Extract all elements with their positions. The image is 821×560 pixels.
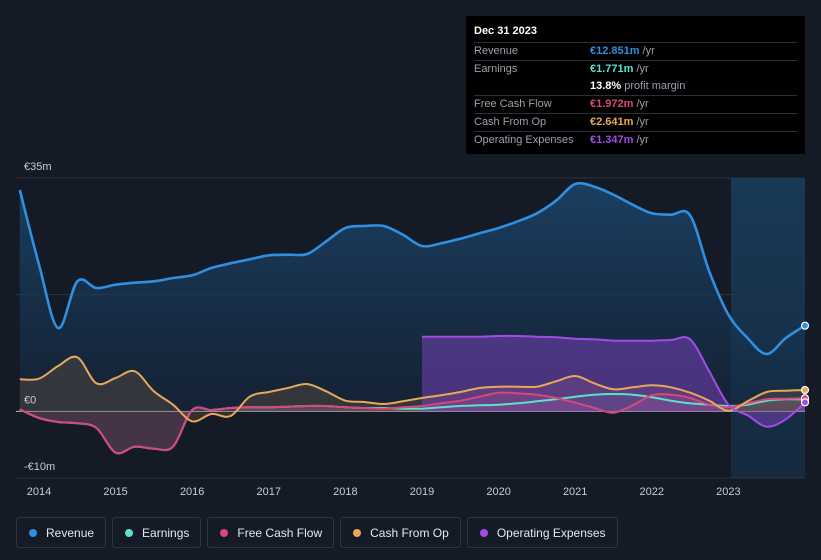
- tooltip-unit: /yr: [636, 134, 649, 146]
- legend-item-earnings[interactable]: Earnings: [112, 517, 202, 548]
- tooltip-unit: /yr: [636, 98, 649, 110]
- series-areas: [19, 183, 806, 454]
- x-tick-label: 2015: [103, 486, 127, 498]
- tooltip-label: [474, 78, 590, 95]
- tooltip-row-operating-expenses: Operating Expenses €1.347m /yr: [474, 131, 797, 149]
- tooltip-row-free-cash-flow: Free Cash Flow €1.972m /yr: [474, 95, 797, 113]
- x-tick-label: 2017: [257, 486, 281, 498]
- tooltip-row-revenue: Revenue €12.851m /yr: [474, 42, 797, 60]
- x-tick-label: 2014: [27, 486, 51, 498]
- tooltip-unit: /yr: [636, 116, 649, 128]
- legend-item-free-cash-flow[interactable]: Free Cash Flow: [207, 517, 335, 548]
- legend: Revenue Earnings Free Cash Flow Cash Fro…: [16, 517, 624, 548]
- tooltip-unit: /yr: [642, 45, 655, 57]
- cash-from-op-area: [19, 356, 806, 422]
- revenue-end-point: [800, 321, 810, 330]
- tooltip-value: €1.972m: [590, 98, 634, 110]
- operating-expenses-line: [422, 334, 806, 428]
- y-axis-labels: €35m €0 -€10m: [24, 161, 55, 473]
- revenue-line: [18, 181, 806, 356]
- cash-from-op-dot-icon: [353, 528, 362, 537]
- x-tick-label: 2022: [640, 486, 664, 498]
- tooltip-value: €1.771m: [590, 63, 634, 75]
- free-cash-flow-dot-icon: [220, 528, 229, 537]
- legend-label: Operating Expenses: [496, 525, 606, 540]
- tooltip-label: Operating Expenses: [474, 134, 574, 146]
- cash-from-op-end-point: [800, 385, 810, 395]
- free-cash-flow-area: [19, 392, 806, 454]
- revenue-area: [19, 183, 806, 412]
- tooltip-row-cash-from-op: Cash From Op €2.641m /yr: [474, 113, 797, 131]
- revenue-dot-icon: [29, 528, 37, 537]
- tooltip-label: Free Cash Flow: [474, 98, 552, 110]
- tooltip-label: Revenue: [474, 45, 519, 57]
- free-cash-flow-line: [19, 391, 806, 455]
- operating-expenses-dot-icon: [479, 528, 488, 537]
- legend-label: Free Cash Flow: [237, 525, 323, 540]
- tooltip-value: €1.347m: [590, 134, 634, 146]
- x-tick-label: 2019: [410, 486, 434, 498]
- tooltip-row-profit-margin: 13.8% profit margin: [474, 78, 797, 95]
- legend-label: Revenue: [46, 525, 95, 540]
- tooltip-label: Cash From Op: [474, 116, 547, 128]
- tooltip-value: 13.8%: [590, 80, 622, 92]
- tooltip-value: €12.851m: [590, 45, 640, 57]
- legend-label: Cash From Op: [370, 525, 449, 540]
- tooltip: Dec 31 2023 Revenue €12.851m /yr Earning…: [466, 16, 805, 154]
- x-tick-label: 2020: [486, 486, 510, 498]
- legend-item-revenue[interactable]: Revenue: [16, 517, 107, 548]
- y-tick-label: €0: [24, 394, 36, 406]
- legend-item-cash-from-op[interactable]: Cash From Op: [340, 517, 461, 548]
- operating-expenses-end-point: [800, 398, 810, 407]
- y-tick-label: -€10m: [24, 461, 55, 473]
- end-markers: [800, 321, 810, 407]
- series-lines: [18, 181, 806, 455]
- x-tick-label: 2016: [180, 486, 204, 498]
- earnings-dot-icon: [125, 528, 134, 537]
- x-tick-label: 2018: [333, 486, 357, 498]
- tooltip-row-earnings: Earnings €1.771m /yr: [474, 60, 797, 78]
- forecast-region: [731, 178, 805, 478]
- tooltip-label: Earnings: [474, 63, 518, 75]
- tooltip-unit: profit margin: [624, 80, 686, 92]
- y-tick-label: €35m: [24, 161, 52, 173]
- x-axis-labels: 2014 2015 2016 2017 2018 2019 2020 2021 2022 2023: [27, 486, 741, 498]
- cash-from-op-line: [19, 355, 806, 423]
- tooltip-value: €2.641m: [590, 116, 634, 128]
- tooltip-date: Dec 31 2023: [474, 25, 537, 37]
- x-tick-label: 2021: [563, 486, 587, 498]
- earnings-area: [19, 394, 806, 454]
- legend-item-operating-expenses[interactable]: Operating Expenses: [466, 517, 618, 548]
- x-tick-label: 2023: [716, 486, 740, 498]
- tooltip-unit: /yr: [636, 63, 649, 75]
- legend-label: Earnings: [142, 525, 190, 540]
